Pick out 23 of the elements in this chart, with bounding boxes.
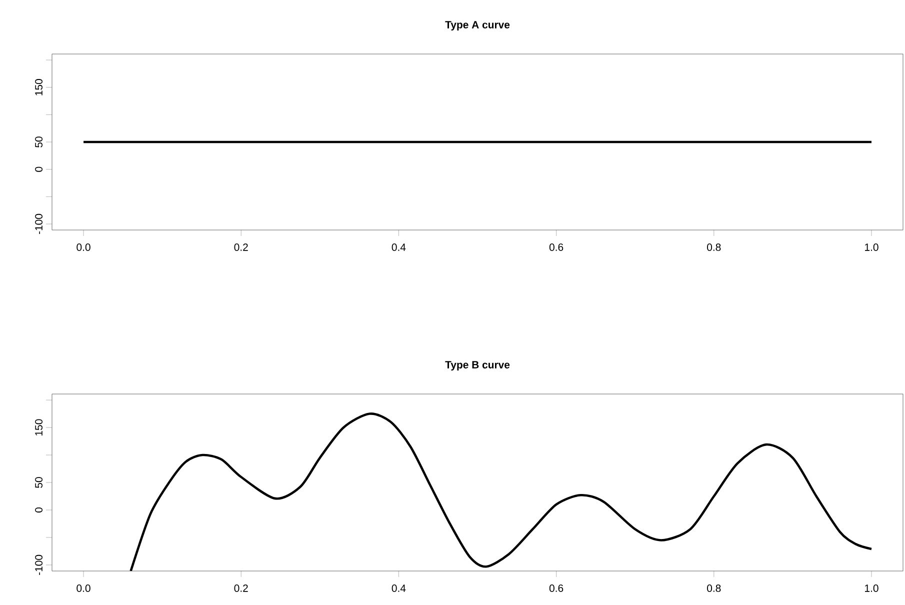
x-tick-label: 0.2 [234,584,248,592]
x-tick-label: 0.4 [392,244,406,251]
x-tick-label: 0.6 [549,244,564,251]
y-tick-label: 150 [35,79,42,96]
x-tick-label: 0.2 [234,244,248,251]
chart-title: Type A curve [445,21,510,30]
chart-title: Type B curve [445,361,510,371]
y-tick-label: 50 [35,477,42,488]
line-series [130,412,873,571]
x-tick-label: 0.8 [707,244,721,251]
x-tick-label: 1.0 [865,244,878,251]
y-tick-label: 150 [35,419,42,436]
x-tick-label: 0.0 [76,584,90,592]
y-tick-label: 0 [35,166,42,172]
y-tick-label: -100 [35,554,42,575]
x-tick-label: 1.0 [865,584,878,592]
y-tick-label: 50 [35,136,42,148]
x-tick-label: 0.4 [392,584,406,592]
y-tick-label: 0 [35,507,42,512]
x-tick-label: 0.0 [76,244,90,251]
x-tick-label: 0.6 [549,584,564,592]
x-tick-label: 0.8 [707,584,721,592]
y-tick-label: -100 [35,214,42,234]
